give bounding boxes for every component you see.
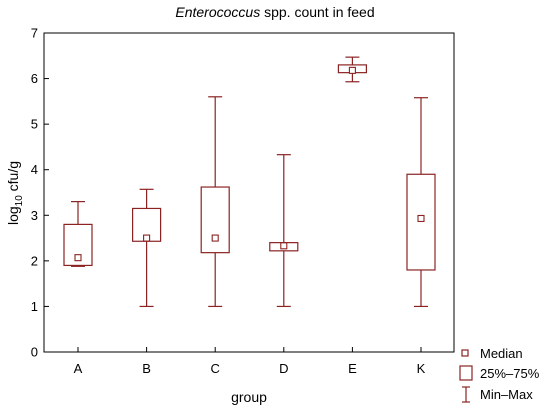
x-tick-label: A bbox=[74, 361, 83, 376]
x-tick-label: C bbox=[211, 361, 220, 376]
y-tick-label: 7 bbox=[31, 26, 38, 41]
legend: Median 25%–75% Min–Max bbox=[459, 346, 540, 403]
y-axis-title-main: log bbox=[5, 206, 21, 225]
legend-box-marker bbox=[459, 365, 473, 381]
median-marker bbox=[417, 214, 425, 223]
legend-median-label: Median bbox=[480, 346, 523, 361]
y-tick-label: 3 bbox=[31, 208, 38, 223]
x-axis-title: group bbox=[231, 389, 267, 405]
y-tick-label: 5 bbox=[31, 117, 38, 132]
y-tick-label: 2 bbox=[31, 253, 38, 268]
iqr-box bbox=[200, 186, 230, 254]
legend-box-label: 25%–75% bbox=[480, 366, 540, 381]
chart-title-italic: Enterococcus bbox=[175, 4, 260, 20]
chart-title-rest: spp. count in feed bbox=[260, 4, 374, 20]
legend-whisker-marker bbox=[462, 386, 470, 403]
box-group-c bbox=[200, 96, 230, 308]
y-tick-label: 6 bbox=[31, 71, 38, 86]
y-tick-label: 4 bbox=[31, 162, 38, 177]
legend-median-marker bbox=[461, 349, 469, 357]
x-tick-label: E bbox=[348, 361, 357, 376]
x-tick-label: K bbox=[417, 361, 426, 376]
median-marker bbox=[211, 234, 219, 242]
box-group-k bbox=[406, 97, 436, 308]
box-group-a bbox=[63, 201, 93, 267]
legend-whisker-label: Min–Max bbox=[480, 387, 533, 402]
chart-title: Enterococcus spp. count in feed bbox=[175, 4, 374, 20]
y-axis-title-sub: 10 bbox=[14, 195, 25, 207]
plot-frame bbox=[43, 32, 455, 353]
y-axis-title-rest: cfu/g bbox=[5, 161, 21, 195]
y-axis-ticks: 0 1 2 3 4 5 6 7 bbox=[31, 26, 49, 360]
x-tick-label: D bbox=[279, 361, 288, 376]
box-group-e bbox=[337, 56, 367, 83]
box-group-d bbox=[269, 154, 299, 308]
y-tick-label: 0 bbox=[31, 345, 38, 360]
median-marker bbox=[143, 234, 151, 242]
x-tick-label: B bbox=[142, 361, 151, 376]
y-axis-title: log10 cfu/g bbox=[5, 161, 25, 225]
median-marker bbox=[348, 66, 356, 74]
median-marker bbox=[280, 242, 288, 250]
iqr-box bbox=[406, 173, 436, 271]
box-series bbox=[63, 56, 436, 308]
y-tick-label: 1 bbox=[31, 299, 38, 314]
box-group-b bbox=[132, 188, 162, 308]
median-marker bbox=[74, 254, 82, 262]
